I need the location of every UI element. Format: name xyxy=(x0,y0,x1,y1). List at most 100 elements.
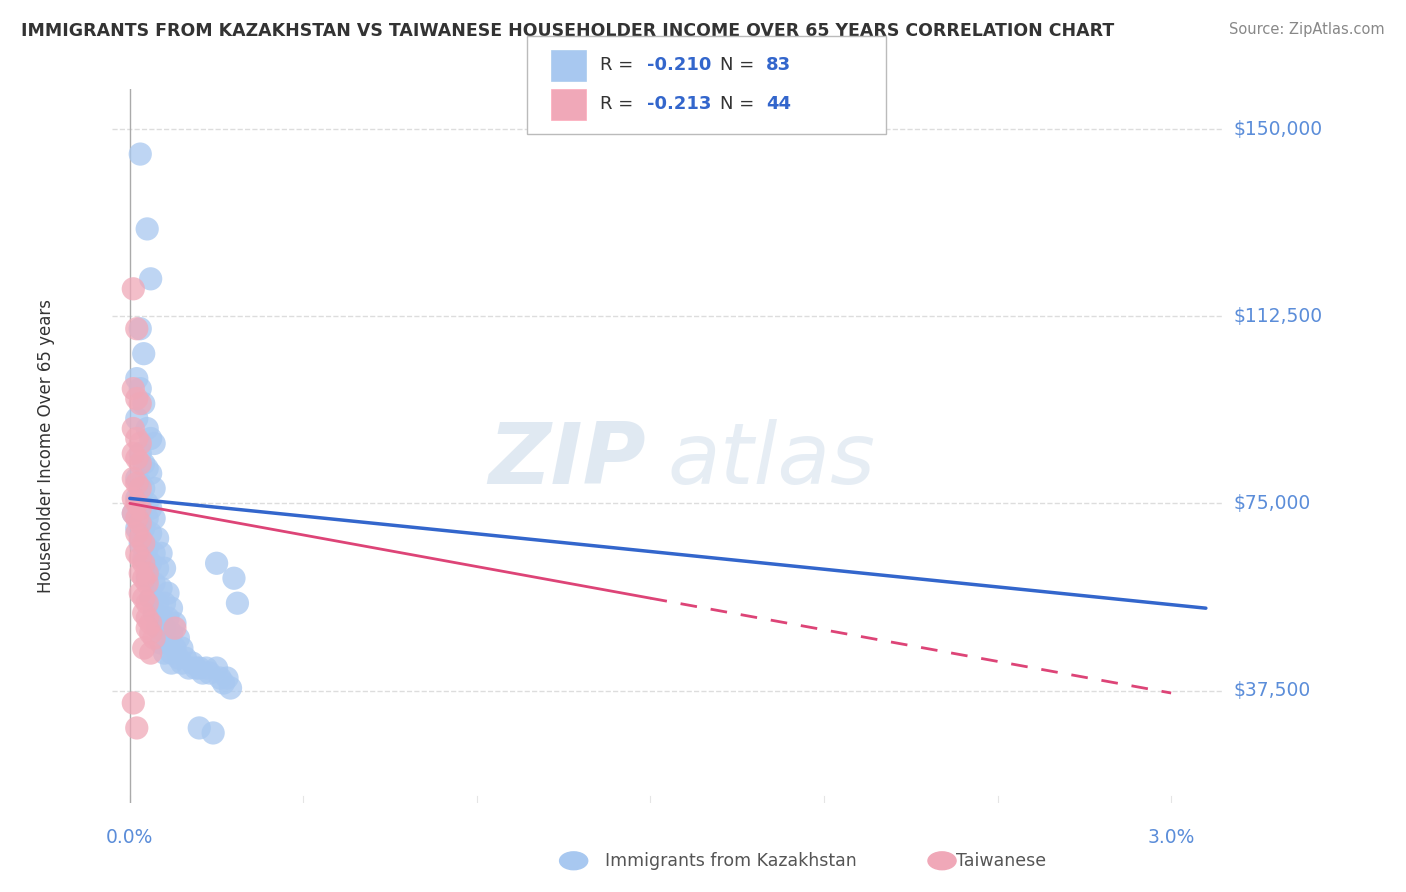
Point xyxy=(132,521,155,535)
Point xyxy=(150,546,173,560)
Point xyxy=(157,611,180,625)
Point xyxy=(129,536,152,550)
Point xyxy=(219,681,242,695)
Point xyxy=(136,222,159,236)
Point xyxy=(129,531,152,545)
Text: IMMIGRANTS FROM KAZAKHSTAN VS TAIWANESE HOUSEHOLDER INCOME OVER 65 YEARS CORRELA: IMMIGRANTS FROM KAZAKHSTAN VS TAIWANESE … xyxy=(21,22,1115,40)
Point xyxy=(136,461,159,475)
Point xyxy=(122,471,145,485)
Point xyxy=(122,421,145,435)
Point xyxy=(132,482,155,496)
Point xyxy=(125,411,148,425)
Point xyxy=(132,641,155,656)
Point xyxy=(139,591,162,606)
Point xyxy=(202,726,225,740)
Point xyxy=(129,446,152,460)
Point xyxy=(122,282,145,296)
Point xyxy=(129,396,152,410)
Point xyxy=(177,661,200,675)
Point xyxy=(153,646,176,660)
Point xyxy=(122,382,145,396)
Text: $75,000: $75,000 xyxy=(1233,494,1310,513)
Point xyxy=(139,556,162,570)
Point xyxy=(157,586,180,600)
Point xyxy=(153,596,176,610)
Text: Source: ZipAtlas.com: Source: ZipAtlas.com xyxy=(1229,22,1385,37)
Point xyxy=(215,671,238,685)
Point xyxy=(188,661,211,675)
Text: 3.0%: 3.0% xyxy=(1147,828,1195,847)
Text: R =: R = xyxy=(600,95,640,113)
Point xyxy=(129,476,152,491)
Point xyxy=(160,656,183,670)
Point xyxy=(125,451,148,466)
Point xyxy=(139,432,162,446)
Point xyxy=(139,626,162,640)
Point xyxy=(139,616,162,631)
Point xyxy=(212,676,235,690)
Point xyxy=(139,501,162,516)
Point xyxy=(198,666,221,681)
Point xyxy=(170,656,193,670)
Point xyxy=(143,511,166,525)
Point xyxy=(163,621,186,635)
Point xyxy=(125,546,148,560)
Point xyxy=(143,631,166,645)
Point xyxy=(132,571,155,585)
Point xyxy=(191,666,214,681)
Point xyxy=(143,482,166,496)
Point xyxy=(160,626,183,640)
Point xyxy=(222,571,245,585)
Point xyxy=(125,476,148,491)
Point xyxy=(129,511,152,525)
Point xyxy=(146,561,169,575)
Point xyxy=(143,546,166,560)
Point xyxy=(129,322,152,336)
Point xyxy=(122,507,145,521)
Point xyxy=(174,651,197,665)
Text: N =: N = xyxy=(720,95,759,113)
Point xyxy=(136,421,159,435)
Text: 83: 83 xyxy=(766,56,792,74)
Text: N =: N = xyxy=(720,56,759,74)
Point xyxy=(143,576,166,591)
Point xyxy=(136,571,159,585)
Text: $112,500: $112,500 xyxy=(1233,307,1323,326)
Point xyxy=(129,566,152,581)
Point xyxy=(146,621,169,635)
Point xyxy=(132,556,155,570)
Point xyxy=(195,661,218,675)
Point xyxy=(125,511,148,525)
Point xyxy=(136,611,159,625)
Point xyxy=(163,616,186,631)
Text: ZIP: ZIP xyxy=(488,418,645,502)
Point xyxy=(132,347,155,361)
Point xyxy=(125,432,148,446)
Point xyxy=(125,521,148,535)
Point xyxy=(157,636,180,650)
Text: $150,000: $150,000 xyxy=(1233,120,1323,138)
Point xyxy=(205,661,228,675)
Text: 44: 44 xyxy=(766,95,792,113)
Point xyxy=(125,491,148,506)
Point xyxy=(139,272,162,286)
Text: Immigrants from Kazakhstan: Immigrants from Kazakhstan xyxy=(605,852,856,870)
Point xyxy=(209,671,232,685)
Text: $37,500: $37,500 xyxy=(1233,681,1310,700)
Text: Householder Income Over 65 years: Householder Income Over 65 years xyxy=(37,299,55,593)
Point xyxy=(132,551,155,566)
Point xyxy=(143,606,166,620)
Point xyxy=(136,511,159,525)
Point xyxy=(146,531,169,545)
Point xyxy=(125,526,148,541)
Point xyxy=(125,496,148,510)
Point xyxy=(163,641,186,656)
Point xyxy=(146,596,169,610)
Point xyxy=(129,496,152,510)
Point xyxy=(139,526,162,541)
Point xyxy=(136,621,159,635)
Point xyxy=(125,392,148,406)
Text: R =: R = xyxy=(600,56,640,74)
Text: atlas: atlas xyxy=(668,418,876,502)
Point xyxy=(129,482,152,496)
